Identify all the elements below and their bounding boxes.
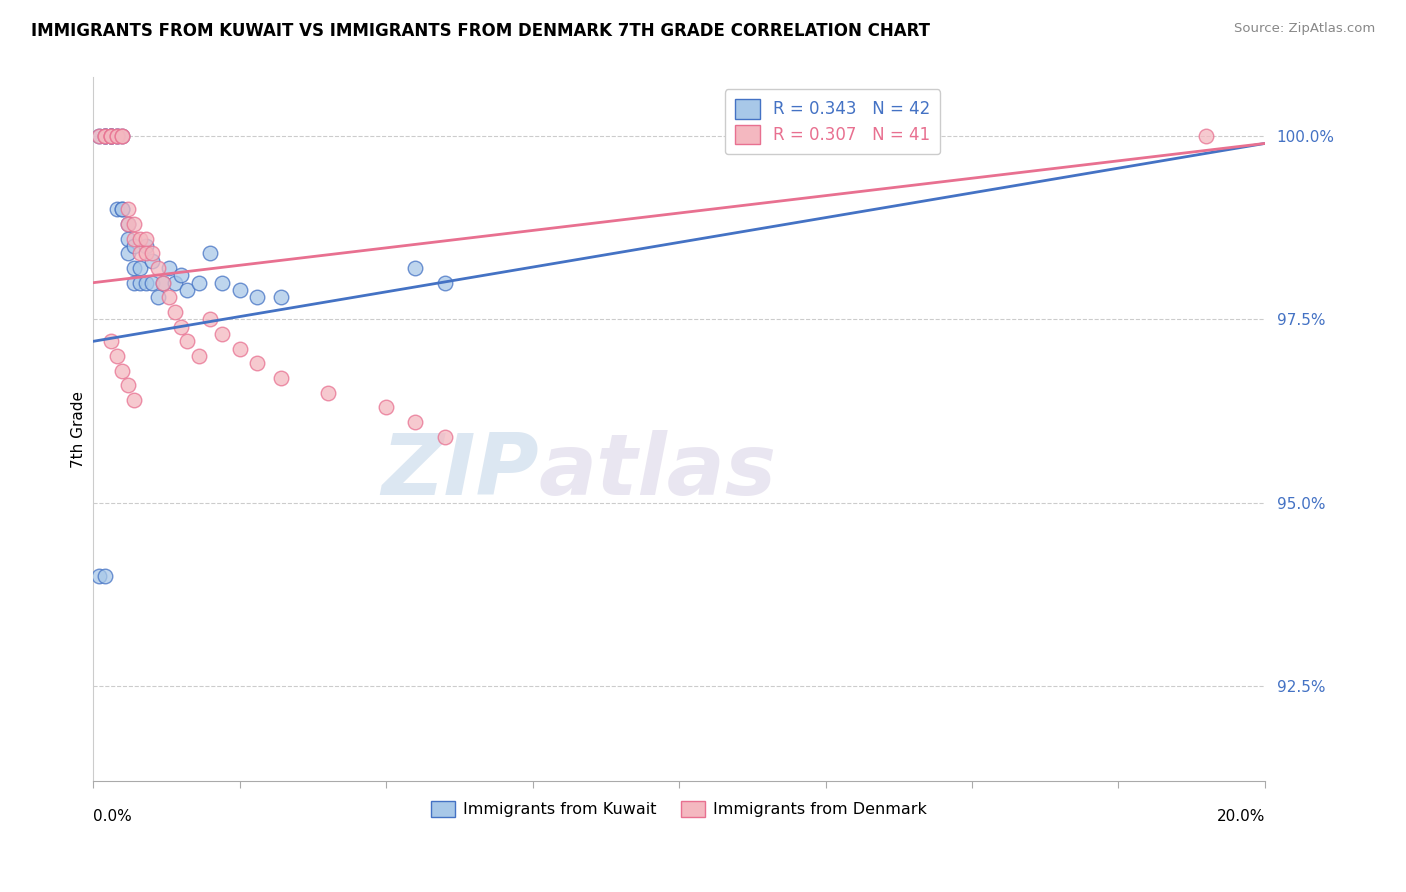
Point — [152, 276, 174, 290]
Point — [105, 129, 128, 144]
Point — [146, 260, 169, 275]
Point — [87, 569, 110, 583]
Point — [111, 129, 134, 144]
Point — [152, 276, 174, 290]
Point — [105, 129, 128, 144]
Point — [117, 232, 139, 246]
Point — [105, 129, 128, 144]
Point — [246, 290, 269, 304]
Point — [135, 239, 157, 253]
Point — [94, 129, 117, 144]
Point — [111, 129, 134, 144]
Point — [404, 415, 426, 429]
Point — [129, 246, 152, 260]
Legend: Immigrants from Kuwait, Immigrants from Denmark: Immigrants from Kuwait, Immigrants from … — [425, 795, 934, 824]
Point — [135, 232, 157, 246]
Y-axis label: 7th Grade: 7th Grade — [72, 391, 86, 467]
Point — [122, 232, 145, 246]
Point — [100, 129, 122, 144]
Point — [129, 232, 152, 246]
Point — [117, 246, 139, 260]
Point — [246, 356, 269, 370]
Point — [187, 349, 209, 363]
Point — [117, 378, 139, 392]
Point — [111, 202, 134, 217]
Point — [129, 260, 152, 275]
Text: ZIP: ZIP — [381, 430, 538, 513]
Point — [170, 319, 193, 334]
Point — [94, 129, 117, 144]
Point — [111, 129, 134, 144]
Point — [1195, 129, 1218, 144]
Point — [375, 401, 398, 415]
Point — [100, 129, 122, 144]
Point — [146, 290, 169, 304]
Point — [94, 129, 117, 144]
Point — [100, 129, 122, 144]
Point — [270, 371, 292, 385]
Point — [87, 129, 110, 144]
Point — [87, 129, 110, 144]
Point — [122, 276, 145, 290]
Text: 20.0%: 20.0% — [1216, 809, 1265, 824]
Point — [141, 246, 163, 260]
Point — [105, 349, 128, 363]
Point — [94, 569, 117, 583]
Point — [117, 202, 139, 217]
Point — [100, 129, 122, 144]
Point — [135, 246, 157, 260]
Point — [157, 260, 180, 275]
Point — [211, 276, 233, 290]
Point — [187, 276, 209, 290]
Point — [165, 305, 187, 319]
Point — [100, 129, 122, 144]
Text: Source: ZipAtlas.com: Source: ZipAtlas.com — [1234, 22, 1375, 36]
Point — [211, 326, 233, 341]
Point — [105, 202, 128, 217]
Point — [122, 217, 145, 231]
Point — [228, 342, 250, 356]
Point — [176, 283, 198, 297]
Point — [100, 129, 122, 144]
Text: IMMIGRANTS FROM KUWAIT VS IMMIGRANTS FROM DENMARK 7TH GRADE CORRELATION CHART: IMMIGRANTS FROM KUWAIT VS IMMIGRANTS FRO… — [31, 22, 929, 40]
Point — [100, 129, 122, 144]
Point — [94, 129, 117, 144]
Point — [176, 334, 198, 349]
Point — [129, 276, 152, 290]
Point — [157, 290, 180, 304]
Point — [94, 129, 117, 144]
Text: atlas: atlas — [538, 430, 776, 513]
Point — [141, 276, 163, 290]
Point — [165, 276, 187, 290]
Point — [228, 283, 250, 297]
Point — [100, 334, 122, 349]
Point — [122, 239, 145, 253]
Point — [200, 246, 222, 260]
Point — [141, 253, 163, 268]
Point — [270, 290, 292, 304]
Point — [122, 392, 145, 407]
Point — [117, 217, 139, 231]
Point — [117, 217, 139, 231]
Point — [135, 276, 157, 290]
Point — [404, 260, 426, 275]
Point — [200, 312, 222, 326]
Point — [111, 202, 134, 217]
Point — [433, 429, 456, 443]
Point — [316, 385, 339, 400]
Point — [433, 276, 456, 290]
Point — [111, 364, 134, 378]
Text: 0.0%: 0.0% — [93, 809, 132, 824]
Point — [170, 268, 193, 283]
Point — [105, 129, 128, 144]
Point — [122, 260, 145, 275]
